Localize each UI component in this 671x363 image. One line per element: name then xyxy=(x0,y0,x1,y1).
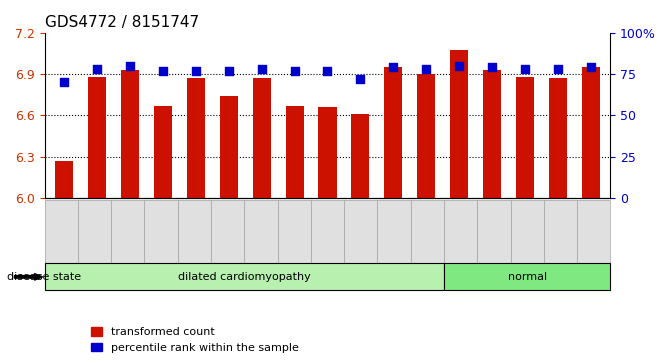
Point xyxy=(552,66,563,72)
Bar xyxy=(319,107,337,198)
Point xyxy=(421,66,431,72)
Text: disease state: disease state xyxy=(7,272,81,282)
Legend: transformed count, percentile rank within the sample: transformed count, percentile rank withi… xyxy=(86,323,303,358)
Text: GDS4772 / 8151747: GDS4772 / 8151747 xyxy=(44,15,199,30)
Point xyxy=(289,68,300,73)
Bar xyxy=(483,70,501,198)
Bar xyxy=(55,161,73,198)
Bar xyxy=(187,78,205,198)
Point xyxy=(59,79,70,85)
Bar xyxy=(352,114,370,198)
Bar xyxy=(450,50,468,198)
Bar xyxy=(549,78,567,198)
Point xyxy=(585,64,596,70)
Point xyxy=(158,68,168,73)
Point xyxy=(486,64,497,70)
Point xyxy=(191,68,201,73)
Point xyxy=(125,63,136,69)
Point xyxy=(256,66,267,72)
Bar xyxy=(253,78,271,198)
Bar xyxy=(220,96,238,198)
Point xyxy=(92,66,103,72)
Bar xyxy=(384,67,403,198)
Point xyxy=(519,66,530,72)
Point xyxy=(322,68,333,73)
Point xyxy=(388,64,399,70)
Text: dilated cardiomyopathy: dilated cardiomyopathy xyxy=(178,272,311,282)
Bar xyxy=(286,106,304,198)
Bar xyxy=(88,77,106,198)
Point xyxy=(454,63,464,69)
Text: normal: normal xyxy=(508,272,547,282)
Bar xyxy=(121,70,139,198)
Bar xyxy=(516,77,534,198)
Point xyxy=(223,68,234,73)
Bar xyxy=(417,74,435,198)
Bar xyxy=(154,106,172,198)
Bar xyxy=(582,67,600,198)
Point xyxy=(355,76,366,82)
